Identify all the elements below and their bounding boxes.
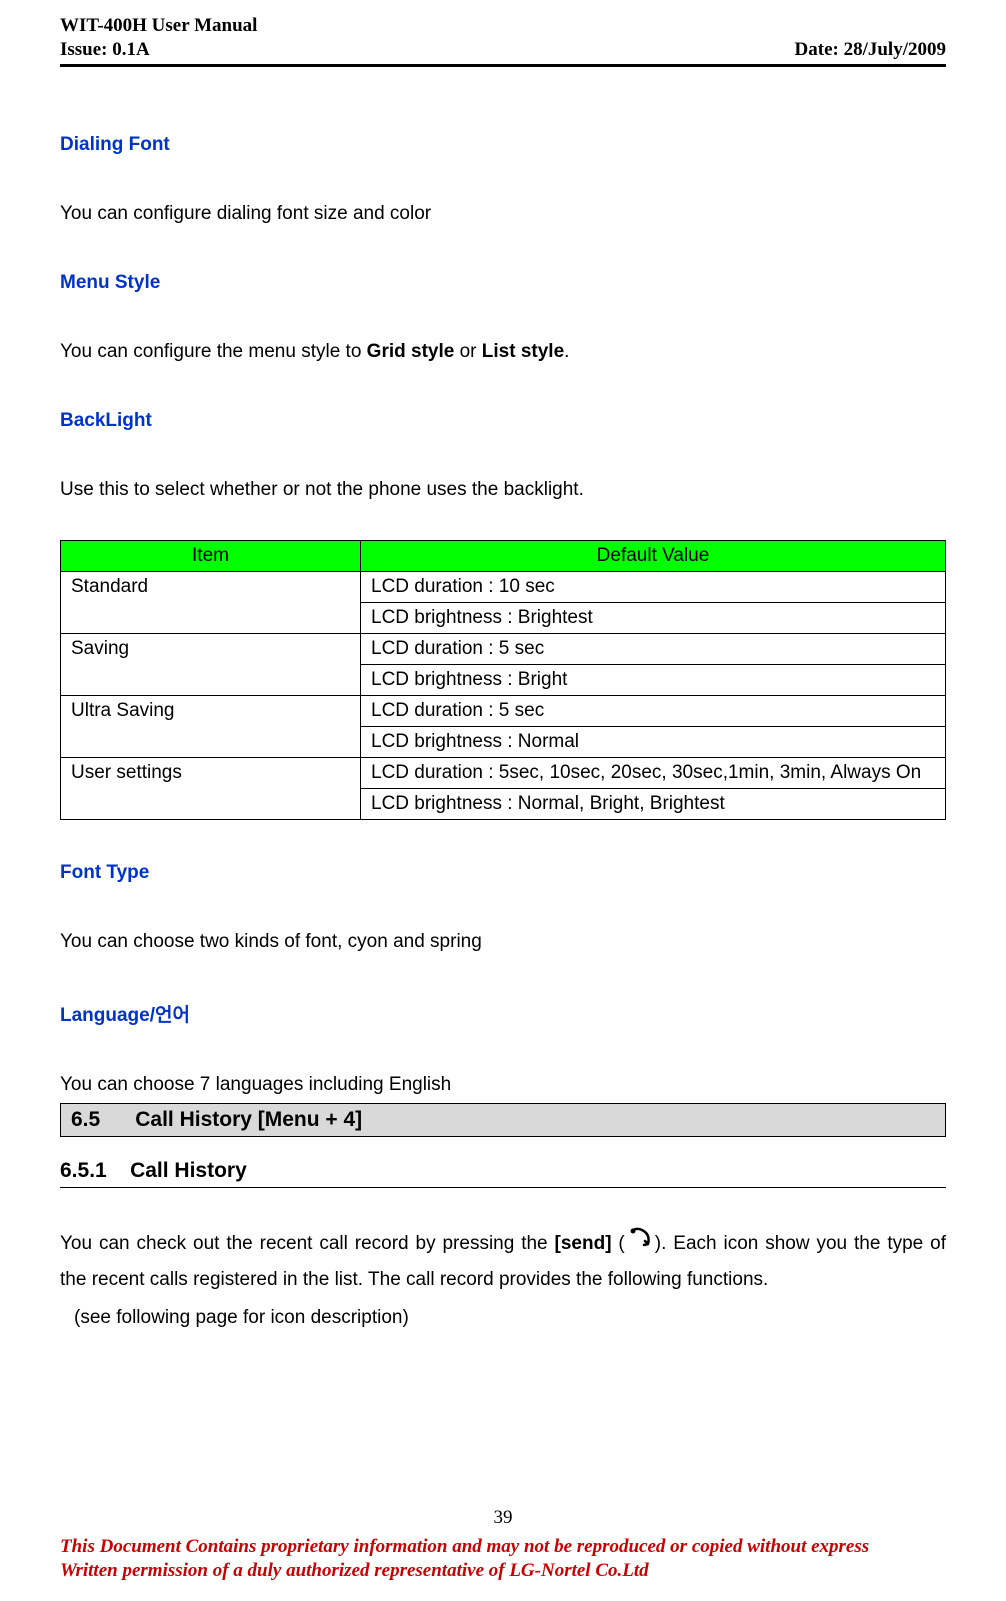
table-cell-value: LCD duration : 10 sec LCD brightness : B… bbox=[361, 572, 946, 634]
heading-backlight: BackLight bbox=[60, 410, 946, 432]
table-cell-value: LCD duration : 5 sec LCD brightness : Br… bbox=[361, 634, 946, 696]
para-font-type: You can choose two kinds of font, cyon a… bbox=[60, 928, 946, 956]
table-header-item: Item bbox=[61, 541, 361, 572]
header-row-1: WIT-400H User Manual bbox=[60, 14, 946, 38]
send-icon bbox=[627, 1226, 653, 1262]
table-cell-line: LCD brightness : Brightest bbox=[361, 602, 945, 633]
subsection-num: 6.5.1 bbox=[60, 1159, 107, 1182]
header-title: WIT-400H User Manual bbox=[60, 14, 257, 38]
section-num: 6.5 bbox=[71, 1108, 100, 1131]
subsection-title-text: Call History bbox=[130, 1159, 247, 1182]
page-header: WIT-400H User Manual Issue: 0.1A Date: 2… bbox=[60, 14, 946, 67]
ch-p1-b: ( bbox=[612, 1233, 625, 1254]
heading-language: Language/언어 bbox=[60, 1000, 946, 1027]
table-cell-item: User settings bbox=[61, 758, 361, 820]
para-menu-style-suffix: . bbox=[564, 341, 569, 362]
para-menu-style-bold1: Grid style bbox=[367, 341, 455, 362]
header-date: Date: 28/July/2009 bbox=[795, 38, 946, 62]
table-cell-line: LCD duration : 5 sec bbox=[361, 696, 945, 726]
table-header-default: Default Value bbox=[361, 541, 946, 572]
para-menu-style-bold2: List style bbox=[482, 341, 564, 362]
para-language: You can choose 7 languages including Eng… bbox=[60, 1071, 946, 1099]
table-cell-item: Saving bbox=[61, 634, 361, 696]
table-cell-item: Standard bbox=[61, 572, 361, 634]
table-cell-line: LCD brightness : Bright bbox=[361, 664, 945, 695]
table-cell-text: Saving bbox=[61, 634, 360, 664]
para-menu-style-prefix: You can configure the menu style to bbox=[60, 341, 367, 362]
table-row: Standard LCD duration : 10 sec LCD brigh… bbox=[61, 572, 946, 634]
table-cell-line: LCD duration : 5sec, 10sec, 20sec, 30sec… bbox=[361, 758, 945, 788]
page: WIT-400H User Manual Issue: 0.1A Date: 2… bbox=[0, 0, 1006, 1601]
table-cell-line: LCD brightness : Normal bbox=[361, 726, 945, 757]
heading-menu-style: Menu Style bbox=[60, 272, 946, 294]
heading-font-type: Font Type bbox=[60, 862, 946, 884]
header-issue: Issue: 0.1A bbox=[60, 38, 150, 62]
table-cell-text: User settings bbox=[61, 758, 360, 788]
page-number: 39 bbox=[0, 1507, 1006, 1529]
heading-dialing-font: Dialing Font bbox=[60, 134, 946, 156]
para-backlight: Use this to select whether or not the ph… bbox=[60, 476, 946, 504]
table-cell-line: LCD duration : 5 sec bbox=[361, 634, 945, 664]
para-menu-style-mid: or bbox=[454, 341, 481, 362]
page-content: Dialing Font You can configure dialing f… bbox=[60, 134, 946, 1332]
ch-p1-bold: [send] bbox=[555, 1233, 612, 1254]
backlight-table: Item Default Value Standard LCD duration… bbox=[60, 540, 946, 820]
footer-line-2: Written permission of a duly authorized … bbox=[60, 1559, 946, 1583]
para-dialing-font: You can configure dialing font size and … bbox=[60, 200, 946, 228]
para-call-history-2: (see following page for icon description… bbox=[60, 1304, 946, 1332]
header-row-2: Issue: 0.1A Date: 28/July/2009 bbox=[60, 38, 946, 62]
table-row: Saving LCD duration : 5 sec LCD brightne… bbox=[61, 634, 946, 696]
subsection-rule bbox=[60, 1187, 946, 1188]
table-row: User settings LCD duration : 5sec, 10sec… bbox=[61, 758, 946, 820]
page-footer: This Document Contains proprietary infor… bbox=[60, 1535, 946, 1583]
table-cell-text: Ultra Saving bbox=[61, 696, 360, 726]
table-cell-value: LCD duration : 5 sec LCD brightness : No… bbox=[361, 696, 946, 758]
table-cell-value: LCD duration : 5sec, 10sec, 20sec, 30sec… bbox=[361, 758, 946, 820]
table-cell-line: LCD duration : 10 sec bbox=[361, 572, 945, 602]
subsection-6-5-1: 6.5.1 Call History bbox=[60, 1159, 946, 1187]
para-call-history-1: You can check out the recent call record… bbox=[60, 1226, 946, 1298]
section-title: Call History [Menu + 4] bbox=[135, 1108, 362, 1131]
table-cell-item: Ultra Saving bbox=[61, 696, 361, 758]
section-bar-6-5: 6.5 Call History [Menu + 4] bbox=[60, 1103, 946, 1137]
table-header-row: Item Default Value bbox=[61, 541, 946, 572]
header-rule bbox=[60, 64, 946, 67]
table-row: Ultra Saving LCD duration : 5 sec LCD br… bbox=[61, 696, 946, 758]
para-menu-style: You can configure the menu style to Grid… bbox=[60, 338, 946, 366]
footer-line-1: This Document Contains proprietary infor… bbox=[60, 1535, 946, 1559]
table-cell-line: LCD brightness : Normal, Bright, Brighte… bbox=[361, 788, 945, 819]
table-cell-text: Standard bbox=[61, 572, 360, 602]
ch-p1-a: You can check out the recent call record… bbox=[60, 1233, 555, 1254]
